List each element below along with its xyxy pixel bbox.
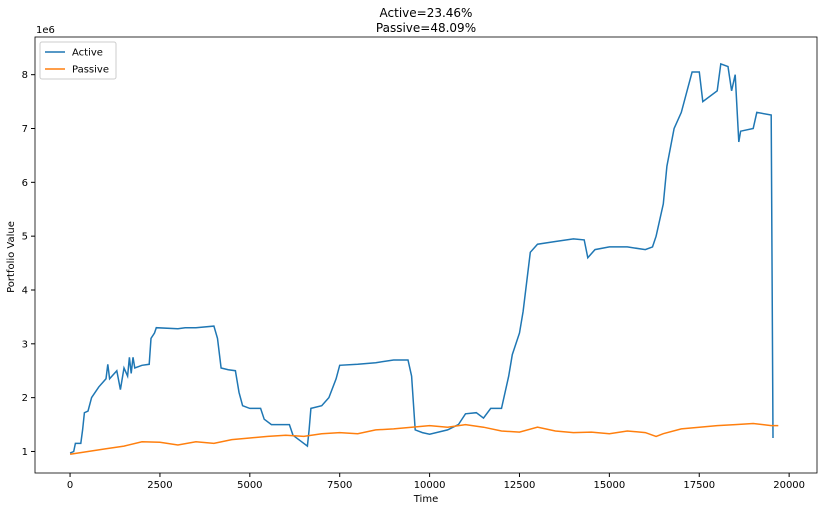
y-offset-label: 1e6 [36, 25, 55, 36]
y-tick-label: 6 [22, 178, 28, 189]
y-axis-label: Portfolio Value [6, 221, 17, 293]
y-tick-label: 1 [22, 447, 28, 458]
plot-frame [34, 36, 818, 474]
chart-title: Active=23.46% [380, 6, 473, 20]
y-tick-label: 7 [22, 124, 28, 135]
legend-label: Passive [72, 65, 109, 76]
chart-title: Passive=48.09% [376, 21, 476, 35]
line-series [69, 422, 779, 455]
x-axis-label: Time [413, 494, 438, 505]
y-tick-label: 3 [22, 339, 28, 350]
y-tick-label: 8 [22, 70, 28, 81]
x-tick-label: 10000 [414, 480, 446, 491]
x-tick-label: 7500 [327, 480, 352, 491]
y-tick-label: 4 [22, 285, 28, 296]
x-tick-label: 20000 [773, 480, 805, 491]
x-tick-label: 2500 [147, 480, 172, 491]
x-tick-label: 17500 [683, 480, 715, 491]
x-tick-label: 15000 [593, 480, 625, 491]
legend-label: Active [72, 48, 103, 59]
y-tick-label: 2 [22, 393, 28, 404]
x-tick-label: 12500 [504, 480, 536, 491]
x-tick-label: 0 [67, 480, 73, 491]
y-tick-label: 5 [22, 232, 28, 243]
x-tick-label: 5000 [237, 480, 262, 491]
line-series [69, 62, 774, 454]
